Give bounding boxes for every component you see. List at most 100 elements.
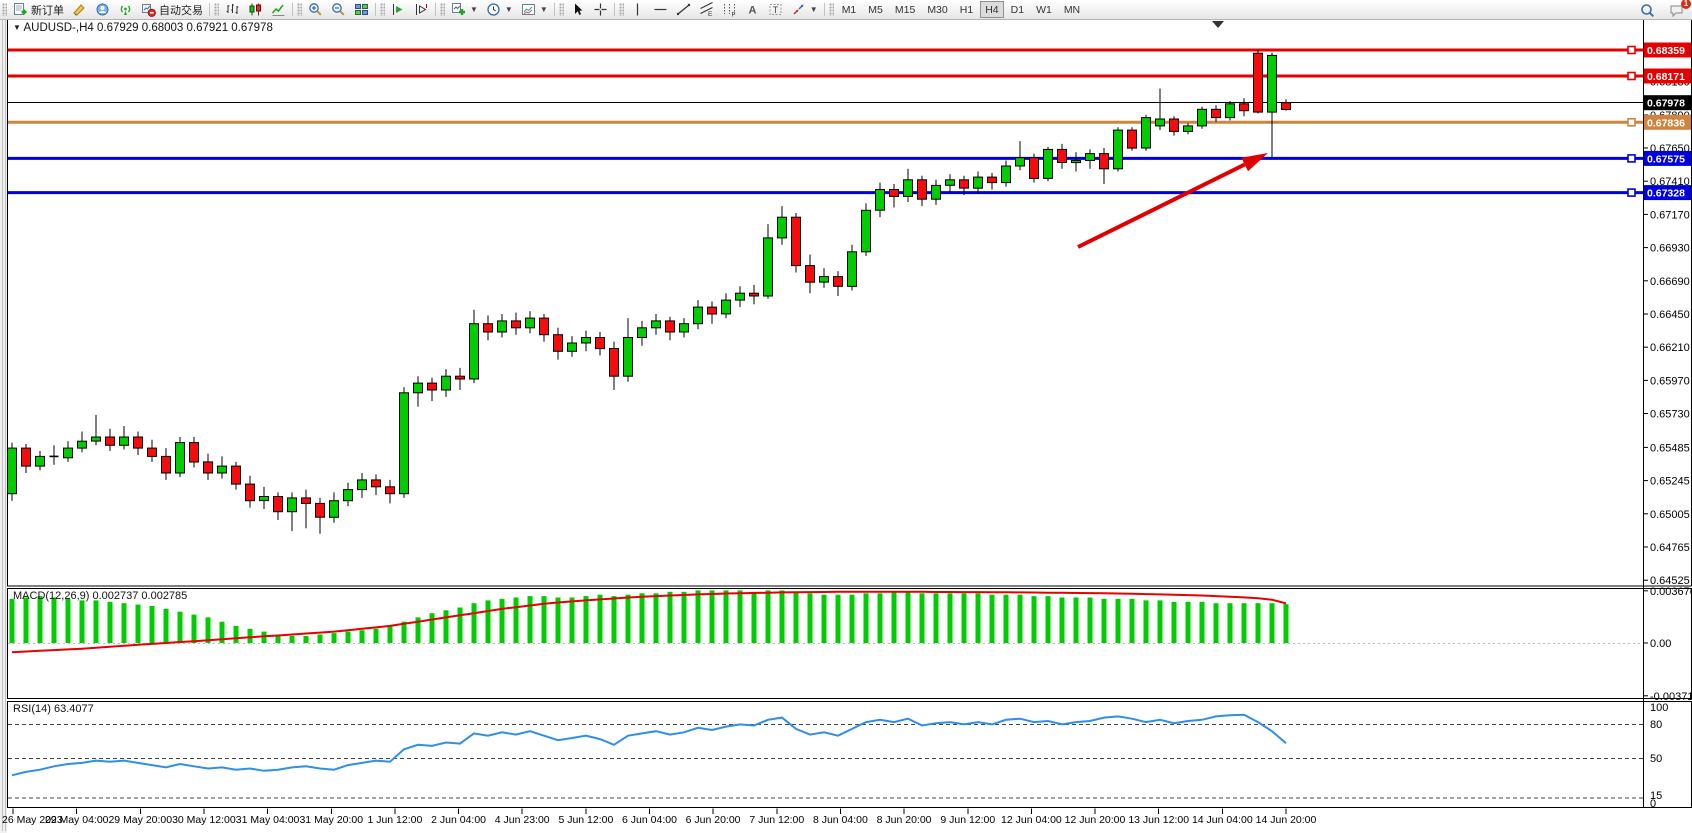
svg-text:26 May 2023: 26 May 2023 [2,814,63,826]
macd-bar [555,597,561,643]
svg-text:0.003676: 0.003676 [1650,586,1692,598]
chart-shift-button[interactable] [410,0,433,19]
macd-bar [1017,594,1023,643]
candle-body [1043,148,1053,179]
bars-icon [226,4,239,14]
candle-body [469,323,479,380]
macd-bar [905,591,911,643]
macd-bar [765,590,771,643]
candle-body [413,382,423,394]
crosshair-icon [594,3,607,16]
trend-arrow[interactable] [1077,153,1268,249]
cycle-lines-button[interactable]: F [718,0,741,19]
candle-body [1239,103,1249,112]
indicators-button[interactable]: ▼ [447,0,482,19]
toolbar-separator [209,3,210,16]
candle-body [441,375,451,391]
toolbar-group-handle[interactable] [297,3,302,16]
timeframe-mn-button[interactable]: MN [1063,3,1081,16]
hline-0.67328[interactable]: 0.67328 [8,185,1691,201]
svg-text:0: 0 [1650,798,1656,810]
text-button[interactable]: A [741,0,764,19]
chart-ohlc-values: 0.67929 0.68003 0.67921 0.67978 [96,22,273,34]
toolbar-group-handle[interactable] [2,3,7,16]
svg-text:2 Jun 04:00: 2 Jun 04:00 [431,814,486,826]
candle-body [63,447,73,459]
templates-button[interactable]: ▼ [517,0,552,19]
macd-axis[interactable]: 0.003676 0.00 -0.003712 [1643,586,1692,703]
toolbar-group-handle[interactable] [440,3,445,16]
dropdown-caret-icon[interactable]: ▼ [504,5,513,14]
dropdown-caret-icon[interactable]: ▼ [809,5,818,14]
candle-body [903,179,913,197]
timeframe-h1-button[interactable]: H1 [959,3,974,16]
collapse-arrow-icon[interactable]: ▼ [13,23,21,32]
timeframe-d1-button[interactable]: D1 [1010,3,1025,16]
candle-body [1211,108,1221,119]
hline-0.68359[interactable]: 0.68359 [8,42,1691,58]
toolbar-group-handle[interactable] [558,3,564,16]
new-order-button-label: 新订单 [31,4,64,17]
macd-bar [107,601,113,643]
timeframe-m5-button[interactable]: M5 [868,3,883,16]
candle-body [259,496,269,502]
toolbar-separator [375,3,376,16]
toolbar-group-handle[interactable] [828,3,834,16]
community-button[interactable] [91,0,114,19]
hline-0.67836[interactable]: 0.67836 [8,114,1691,130]
rsi-axis[interactable]: 100 80 50 150 [1650,702,1668,810]
candle-body [1267,54,1277,113]
notifications-button[interactable]: 1 [1665,0,1691,20]
chart-shift-marker[interactable] [1212,21,1224,28]
hline-0.67575[interactable]: 0.67575 [8,150,1691,166]
label-button[interactable]: T [764,0,787,19]
arrows-button[interactable]: ▼ [787,0,822,19]
fibonacci-button[interactable]: E [695,0,718,19]
toolbar-group-handle[interactable] [214,3,219,16]
timeframe-m1-button[interactable]: M1 [841,3,857,16]
macd-bar [709,590,715,643]
svg-text:0.67170: 0.67170 [1650,209,1690,221]
cursor-button[interactable] [566,0,589,19]
toolbar-separator [613,3,615,16]
timeframe-m15-button[interactable]: M15 [894,3,916,16]
macd-bar [569,597,575,643]
vertical-line-button[interactable] [626,0,649,19]
candle-body [1085,153,1095,162]
zoom-in-button[interactable] [304,0,327,19]
new-order-button[interactable]: 新订单 [9,0,68,19]
arrows-icon [793,4,804,15]
signals-button[interactable] [114,0,137,19]
timeframe-m30-button[interactable]: M30 [927,3,948,16]
periods-button[interactable]: ▼ [482,0,517,19]
dropdown-caret-icon[interactable]: ▼ [470,5,478,14]
crosshair-button[interactable] [589,0,612,19]
zoom-in-icon [309,3,322,16]
macd-bar [1073,597,1079,643]
styler-button[interactable] [68,0,91,19]
zoom-out-button[interactable] [327,0,350,19]
hline-0.68171[interactable]: 0.68171 [8,68,1691,84]
add-indicator-icon [452,3,465,15]
timeframe-w1-button[interactable]: W1 [1036,3,1052,16]
bar-chart-button[interactable] [221,0,244,19]
svg-text:0.67978: 0.67978 [1647,98,1685,110]
trendline-button[interactable] [672,0,695,19]
auto-trading-button[interactable]: 自动交易 [137,0,207,19]
auto-scroll-button[interactable] [387,0,410,19]
dropdown-caret-icon[interactable]: ▼ [539,5,548,14]
timeframe-h4-button[interactable]: H4 [980,1,1004,18]
candle-body [329,500,339,518]
search-button[interactable] [1636,1,1659,20]
toolbar-group-handle[interactable] [618,3,624,16]
toolbar: 新订单 自动交易 ▼ ▼ ▼ E F A T ▼ M1 M5 M15 M30 H1 H4 D1 W1 MN 1 [0,0,1692,20]
candlestick-chart-button[interactable] [244,0,267,19]
horizontal-line-button[interactable] [649,0,672,19]
line-chart-button[interactable] [267,0,290,19]
tile-windows-button[interactable] [350,0,373,19]
macd-bar [331,633,337,643]
toolbar-group-handle[interactable] [380,3,385,16]
candle-body [959,179,969,189]
candle-body [679,323,689,333]
